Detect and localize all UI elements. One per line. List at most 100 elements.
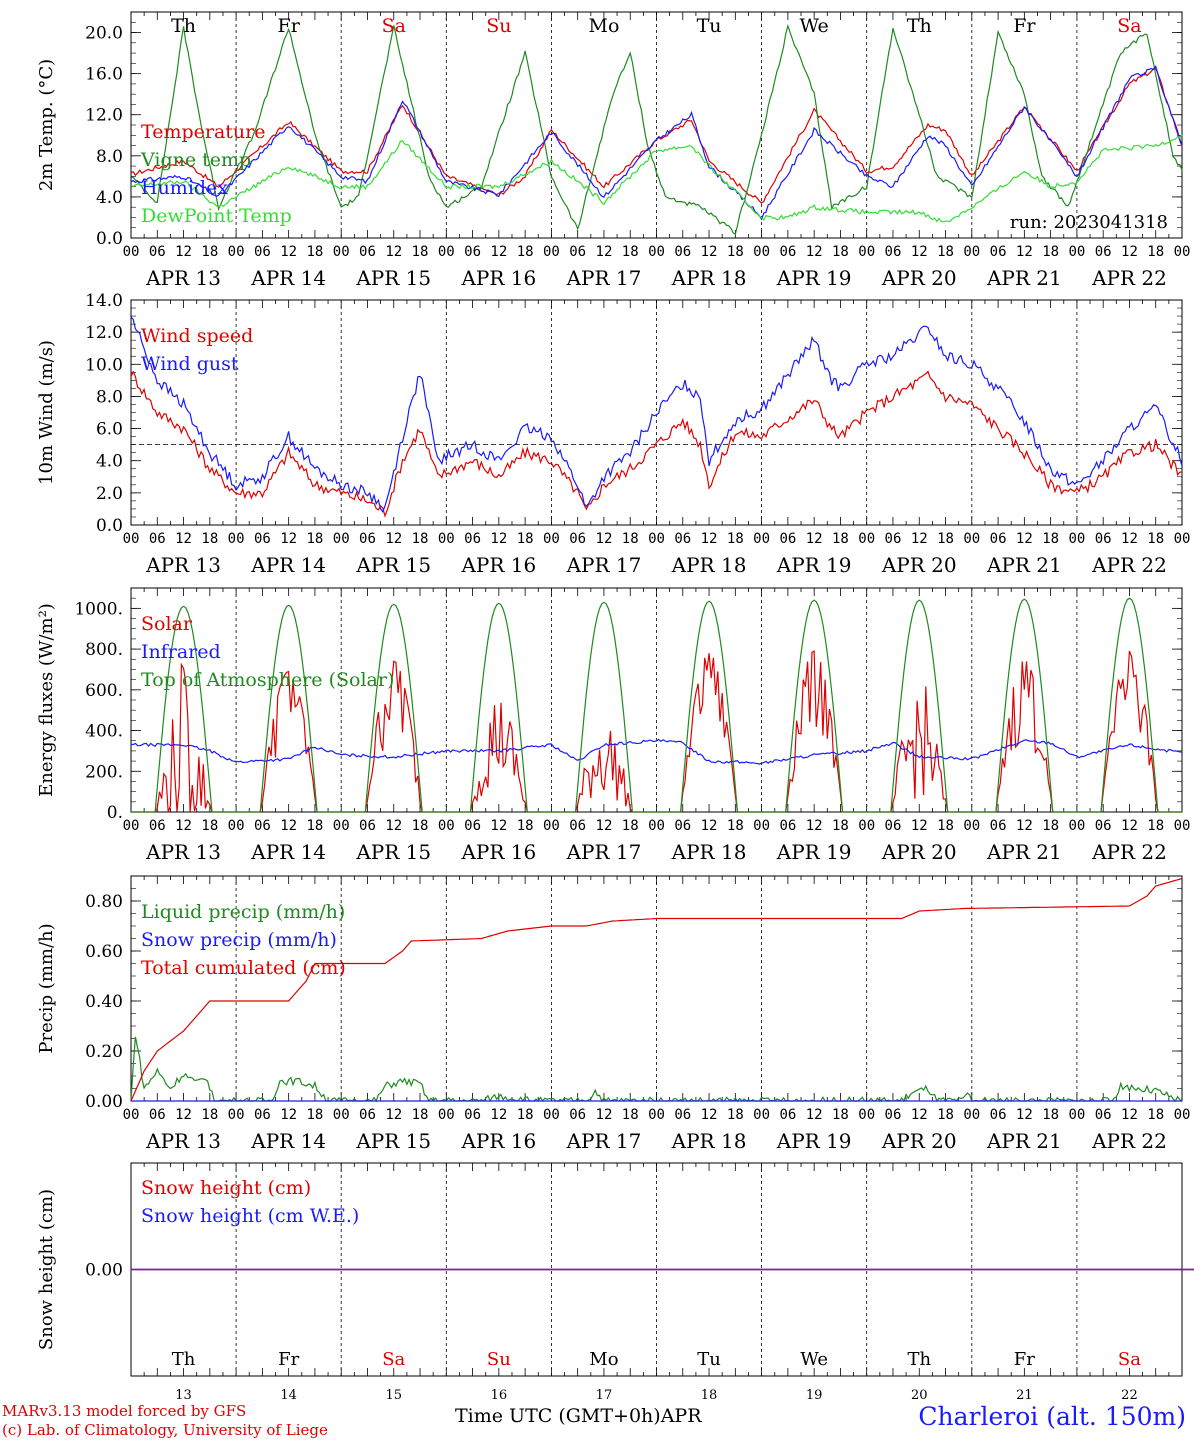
day-number-label: 19: [806, 1388, 823, 1403]
hour-tick-label: 18: [517, 531, 534, 547]
hour-tick-label: 18: [1147, 818, 1164, 834]
hour-tick-label: 18: [727, 1107, 744, 1123]
y-tick-label: 200.: [85, 762, 123, 782]
y-tick-label: 12.0: [85, 106, 123, 126]
hour-tick-label: 00: [123, 531, 140, 547]
hour-tick-label: 00: [333, 1107, 350, 1123]
hour-tick-label: 06: [149, 818, 166, 834]
hour-tick-label: 12: [1016, 531, 1033, 547]
hour-tick-label: 06: [359, 244, 376, 260]
hour-tick-label: 06: [990, 244, 1007, 260]
series-line-total-cumulated-cm-: [130, 877, 1183, 1102]
y-tick-label: 0.0: [96, 516, 123, 536]
hour-tick-label: 12: [596, 244, 613, 260]
hour-tick-label: 06: [149, 244, 166, 260]
hour-tick-label: 18: [832, 244, 849, 260]
date-label: APR 15: [355, 266, 431, 290]
day-number-label: 22: [1121, 1388, 1138, 1403]
legend-entry: Solar: [141, 613, 193, 635]
weekday-label: Sa: [1118, 1349, 1141, 1370]
hour-tick-label: 12: [490, 818, 507, 834]
hour-tick-label: 00: [963, 1107, 980, 1123]
hour-tick-label: 18: [517, 818, 534, 834]
hour-tick-label: 18: [622, 1107, 639, 1123]
weekday-label: Fr: [1014, 1349, 1035, 1370]
weekday-label: Th: [907, 15, 932, 37]
time-axis-label: Time UTC (GMT+0h)APR: [455, 1405, 702, 1427]
hour-tick-label: 00: [963, 818, 980, 834]
run-annotation: run: 2023041318: [1010, 212, 1168, 233]
hour-tick-label: 12: [175, 244, 192, 260]
legend-entry: Wind speed: [141, 325, 253, 347]
hour-tick-label: 00: [438, 818, 455, 834]
hour-tick-label: 00: [228, 531, 245, 547]
weekday-label: Mo: [589, 1349, 618, 1370]
lab-credit: (c) Lab. of Climatology, University of L…: [2, 1421, 328, 1439]
hour-tick-label: 12: [490, 531, 507, 547]
hour-tick-label: 12: [1016, 818, 1033, 834]
date-label: APR 21: [986, 1129, 1062, 1153]
hour-tick-label: 12: [385, 531, 402, 547]
hour-tick-label: 12: [1121, 244, 1138, 260]
hour-tick-label: 12: [806, 818, 823, 834]
hour-tick-label: 12: [1121, 1107, 1138, 1123]
date-label: APR 13: [145, 1129, 221, 1153]
hour-tick-label: 18: [1042, 244, 1059, 260]
date-label: APR 15: [355, 840, 431, 864]
legend-entry: DewPoint Temp: [141, 205, 292, 227]
legend-entry: Snow height (cm): [141, 1177, 311, 1199]
weekday-label: Sa: [1117, 15, 1141, 37]
series-line-humidex: [130, 65, 1183, 221]
hour-tick-label: 12: [385, 244, 402, 260]
weekday-label: Fr: [278, 15, 301, 37]
hour-tick-label: 00: [963, 531, 980, 547]
day-number-label: 17: [596, 1388, 613, 1403]
hour-tick-label: 18: [937, 818, 954, 834]
weekday-label: Th: [172, 1349, 196, 1370]
hour-tick-label: 12: [1121, 818, 1138, 834]
weekday-label: Fr: [278, 1349, 299, 1370]
y-axis-label: 10m Wind (m/s): [36, 340, 57, 485]
y-tick-label: 8.0: [96, 147, 123, 167]
hour-tick-label: 18: [412, 818, 429, 834]
weekday-label: Su: [486, 15, 511, 37]
hour-tick-label: 18: [622, 244, 639, 260]
hour-tick-label: 18: [306, 1107, 323, 1123]
hour-tick-label: 00: [753, 531, 770, 547]
date-label: APR 18: [671, 1129, 747, 1153]
hour-tick-label: 00: [228, 818, 245, 834]
hour-tick-label: 18: [412, 1107, 429, 1123]
hour-tick-label: 18: [832, 818, 849, 834]
hour-tick-label: 06: [569, 244, 586, 260]
date-label: APR 14: [250, 553, 326, 577]
hour-tick-label: 18: [832, 1107, 849, 1123]
date-label: APR 14: [250, 1129, 326, 1153]
hour-tick-label: 12: [911, 818, 928, 834]
date-label: APR 22: [1091, 553, 1167, 577]
hour-tick-label: 18: [1042, 531, 1059, 547]
panel-frame-1: [130, 299, 1183, 526]
y-tick-label: 4.0: [96, 188, 123, 208]
hour-tick-label: 12: [701, 244, 718, 260]
legend-entry: Total cumulated (cm): [141, 957, 346, 979]
hour-tick-label: 00: [963, 244, 980, 260]
hour-tick-label: 12: [280, 244, 297, 260]
hour-tick-label: 06: [990, 1107, 1007, 1123]
y-tick-label: 8.0: [96, 387, 123, 407]
hour-tick-label: 18: [832, 531, 849, 547]
hour-tick-label: 06: [1095, 531, 1112, 547]
hour-tick-label: 00: [648, 244, 665, 260]
series-line-wind-speed: [130, 370, 1183, 518]
y-tick-label: 16.0: [85, 65, 123, 85]
hour-tick-label: 06: [359, 531, 376, 547]
hour-tick-label: 00: [1174, 244, 1191, 260]
hour-tick-label: 06: [149, 531, 166, 547]
hour-tick-label: 12: [1016, 244, 1033, 260]
date-label: APR 19: [776, 840, 852, 864]
date-label: APR 19: [776, 266, 852, 290]
y-tick-label: 600.: [85, 681, 123, 701]
hour-tick-label: 00: [858, 1107, 875, 1123]
hour-tick-label: 06: [779, 244, 796, 260]
hour-tick-label: 00: [123, 818, 140, 834]
model-credit: MARv3.13 model forced by GFS: [2, 1402, 247, 1420]
